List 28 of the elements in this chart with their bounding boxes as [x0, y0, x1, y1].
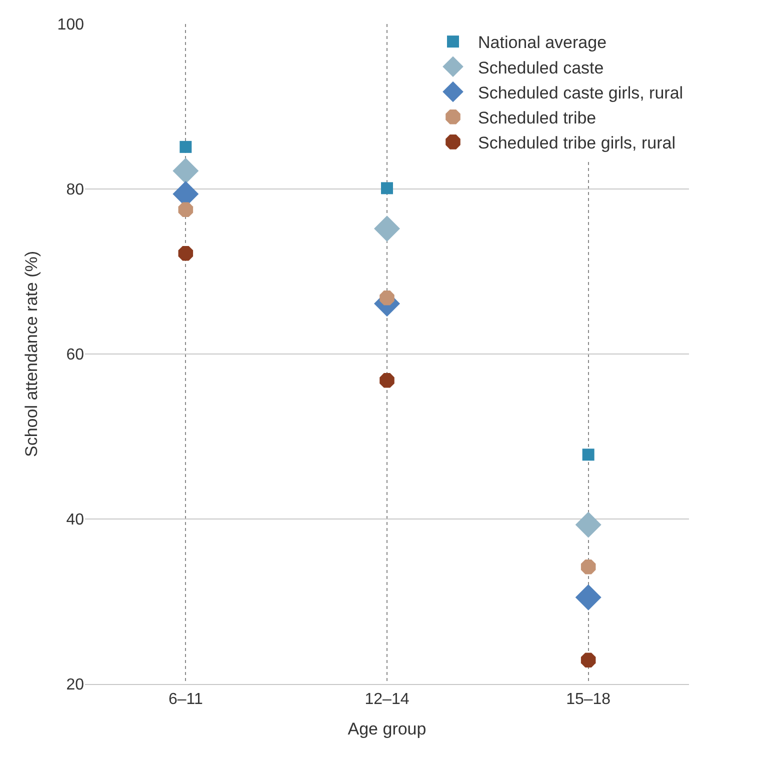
y-axis-title: School attendance rate (%) — [22, 250, 41, 458]
y-tick-label: 100 — [57, 16, 84, 34]
point — [575, 584, 602, 610]
x-tick-label: 12–14 — [364, 691, 410, 708]
x-tick-label: 15–18 — [566, 691, 611, 708]
legend-label: Scheduled caste — [478, 58, 604, 78]
point — [374, 216, 400, 242]
point — [178, 202, 194, 218]
y-tick-label: 80 — [66, 182, 84, 199]
legend-label: Scheduled caste girls, rural — [478, 83, 684, 102]
point — [580, 559, 596, 574]
y-tick-label: 40 — [66, 512, 84, 529]
legend-label: Scheduled tribe — [478, 108, 596, 128]
point — [582, 448, 594, 461]
point — [380, 290, 394, 306]
legend-label: National average — [478, 33, 607, 52]
point — [178, 246, 194, 261]
point — [172, 158, 199, 184]
legend-label: Scheduled tribe girls, rural — [478, 134, 676, 153]
y-tick-label: 60 — [66, 346, 84, 364]
x-axis-title: Age group — [348, 720, 426, 739]
point — [381, 182, 393, 194]
point — [580, 652, 596, 668]
point — [180, 140, 192, 153]
point — [380, 373, 394, 388]
y-tick-label: 20 — [66, 676, 84, 694]
x-tick-label: 6–11 — [168, 691, 203, 708]
point — [575, 512, 602, 538]
